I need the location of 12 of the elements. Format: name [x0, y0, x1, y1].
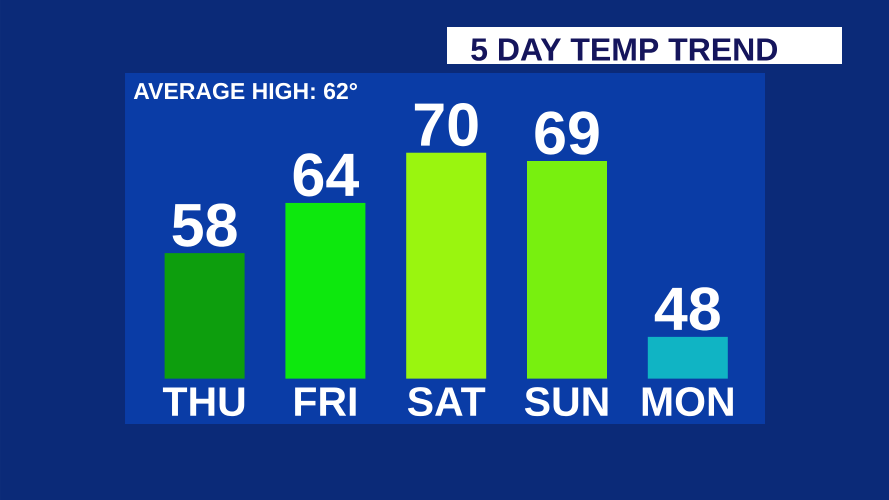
data-label: 48 — [654, 287, 720, 330]
chart-title: 5 DAY TEMP TREND — [471, 38, 778, 61]
x-tick-label: FRI — [295, 388, 356, 416]
x-tick-label: THU — [162, 388, 244, 416]
data-label: 58 — [172, 204, 237, 247]
x-tick-label: SUN — [524, 387, 608, 416]
data-label: 70 — [414, 103, 478, 146]
text: AVERAGE HIGH: 62° — [134, 82, 357, 100]
data-label: 69 — [535, 111, 599, 155]
data-label: 64 — [294, 153, 359, 196]
x-tick-label: SAT — [408, 387, 486, 416]
x-tick-label: MON — [642, 387, 733, 416]
